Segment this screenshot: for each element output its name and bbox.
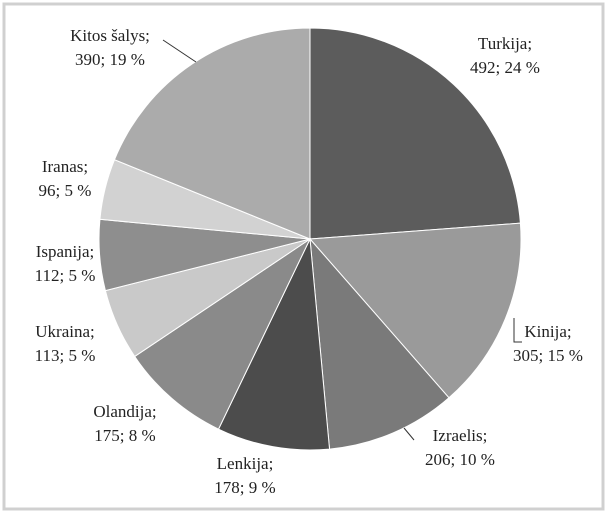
slice-value-label: 96; 5 % [39,181,92,200]
slice-label: Kitos šalys; [70,26,150,45]
slice-value-label: 206; 10 % [425,450,495,469]
pie-slice [309,237,450,450]
pie-slice [113,27,311,240]
slice-label: Izraelis; [433,426,488,445]
pie-slice [217,237,331,451]
slice-label: Kinija; [524,322,571,341]
slice-value-label: 178; 9 % [214,478,275,497]
slice-value-label: 305; 15 % [513,346,583,365]
pie-slice [134,237,312,430]
slice-label: Olandija; [93,402,156,421]
pie-slice [309,27,521,240]
slice-label: Ukraina; [35,322,94,341]
slice-value-label: 112; 5 % [35,266,96,285]
slice-label: Lenkija; [217,454,274,473]
slice-label: Iranas; [42,157,88,176]
slice-value-label: 113; 5 % [35,346,96,365]
leader-line [162,39,197,63]
slice-value-label: 492; 24 % [470,58,540,77]
slice-value-label: 175; 8 % [94,426,155,445]
slice-value-label: 390; 19 % [75,50,145,69]
pie-slice [308,222,522,399]
slice-label: Ispanija; [36,242,95,261]
leader-line [403,427,415,441]
leader-line [513,318,522,343]
slice-label: Turkija; [478,34,532,53]
